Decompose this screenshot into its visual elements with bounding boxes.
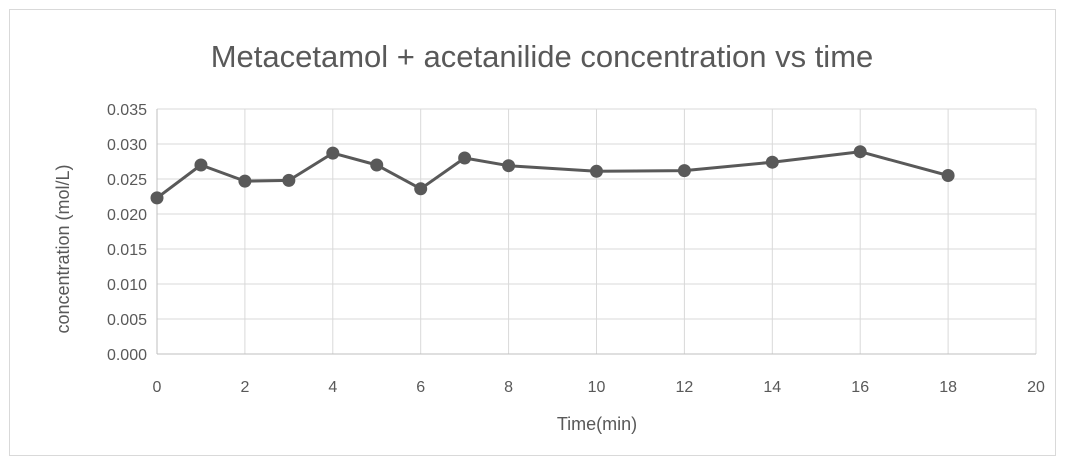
x-tick-label: 20: [1027, 379, 1045, 396]
data-point: [326, 147, 339, 160]
x-tick-label: 4: [328, 379, 337, 396]
x-tick-label: 12: [676, 379, 694, 396]
x-tick-label: 0: [153, 379, 162, 396]
x-tick-label: 2: [240, 379, 249, 396]
data-point: [854, 145, 867, 158]
y-tick-label: 0.000: [107, 347, 147, 364]
y-tick-label: 0.035: [107, 102, 147, 119]
x-tick-labels: 0 2 4 6 8 10 12 14 16 18 20: [153, 379, 1045, 396]
y-tick-labels: 0.000 0.005 0.010 0.015 0.020 0.025 0.030 0.035: [107, 102, 147, 364]
x-tick-label: 10: [588, 379, 606, 396]
data-point: [458, 152, 471, 165]
x-tick-label: 16: [851, 379, 869, 396]
y-tick-label: 0.010: [107, 277, 147, 294]
data-point: [942, 169, 955, 182]
x-tick-label: 18: [939, 379, 957, 396]
data-point: [238, 175, 251, 188]
data-point: [151, 191, 164, 204]
data-point: [590, 165, 603, 178]
x-tick-label: 8: [504, 379, 513, 396]
data-point: [194, 159, 207, 172]
x-tick-label: 14: [763, 379, 781, 396]
data-point: [502, 159, 515, 172]
y-tick-label: 0.030: [107, 137, 147, 154]
gridlines: [157, 109, 1036, 354]
series-line: [157, 152, 948, 198]
data-point: [414, 182, 427, 195]
y-axis-title: concentration (mol/L): [53, 164, 73, 333]
data-point: [370, 159, 383, 172]
data-point: [766, 156, 779, 169]
y-tick-label: 0.025: [107, 172, 147, 189]
y-tick-label: 0.015: [107, 242, 147, 259]
data-point: [678, 164, 691, 177]
data-point: [282, 174, 295, 187]
x-tick-label: 6: [416, 379, 425, 396]
x-axis-title: Time(min): [557, 414, 637, 434]
y-tick-label: 0.020: [107, 207, 147, 224]
y-tick-label: 0.005: [107, 312, 147, 329]
chart-title: Metacetamol + acetanilide concentration …: [211, 39, 874, 74]
series: [151, 145, 955, 204]
